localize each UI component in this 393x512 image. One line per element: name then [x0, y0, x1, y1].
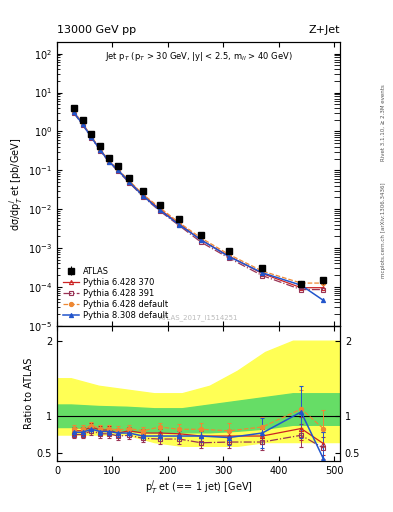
Y-axis label: Ratio to ATLAS: Ratio to ATLAS — [24, 357, 34, 429]
Pythia 6.428 default — [98, 146, 103, 152]
Pythia 6.428 391 — [177, 222, 182, 228]
Pythia 8.308 default — [71, 109, 76, 115]
Line: Pythia 6.428 370: Pythia 6.428 370 — [72, 110, 325, 290]
Pythia 6.428 391 — [89, 135, 94, 141]
Pythia 8.308 default — [127, 179, 132, 185]
Pythia 8.308 default — [107, 159, 112, 165]
Pythia 6.428 370 — [177, 221, 182, 227]
Pythia 6.428 370 — [107, 158, 112, 164]
Pythia 6.428 391 — [80, 121, 85, 127]
Pythia 6.428 391 — [116, 168, 120, 174]
Pythia 6.428 370 — [321, 285, 326, 291]
Pythia 6.428 391 — [71, 110, 76, 116]
Pythia 8.308 default — [299, 282, 303, 288]
Pythia 8.308 default — [80, 121, 85, 127]
Line: Pythia 6.428 391: Pythia 6.428 391 — [72, 111, 325, 292]
Pythia 6.428 default — [141, 191, 145, 198]
Line: Pythia 8.308 default: Pythia 8.308 default — [72, 110, 325, 303]
Pythia 6.428 391 — [157, 208, 162, 214]
Text: Rivet 3.1.10, ≥ 2.3M events: Rivet 3.1.10, ≥ 2.3M events — [381, 84, 386, 161]
Pythia 8.308 default — [116, 167, 120, 174]
Pythia 6.428 default — [80, 120, 85, 126]
Pythia 6.428 default — [321, 280, 326, 286]
Line: Pythia 6.428 default: Pythia 6.428 default — [72, 109, 325, 285]
Pythia 8.308 default — [89, 134, 94, 140]
Pythia 8.308 default — [227, 253, 231, 260]
Pythia 6.428 391 — [260, 272, 264, 279]
Y-axis label: dσ/dp$^j_T$ et [pb/GeV]: dσ/dp$^j_T$ et [pb/GeV] — [7, 137, 25, 230]
Pythia 8.308 default — [199, 237, 204, 243]
Pythia 8.308 default — [260, 270, 264, 276]
Pythia 6.428 391 — [227, 255, 231, 261]
Pythia 6.428 391 — [199, 239, 204, 245]
Pythia 6.428 default — [227, 251, 231, 258]
Pythia 6.428 default — [71, 108, 76, 114]
Pythia 6.428 default — [107, 158, 112, 164]
Pythia 8.308 default — [157, 207, 162, 213]
Text: Z+Jet: Z+Jet — [309, 25, 340, 35]
Pythia 8.308 default — [177, 222, 182, 228]
Pythia 6.428 default — [299, 280, 303, 286]
Pythia 6.428 391 — [127, 180, 132, 186]
Pythia 8.308 default — [141, 193, 145, 199]
Pythia 6.428 370 — [127, 178, 132, 184]
Text: mcplots.cern.ch [arXiv:1306.3436]: mcplots.cern.ch [arXiv:1306.3436] — [381, 183, 386, 278]
Pythia 6.428 370 — [80, 120, 85, 126]
Pythia 6.428 default — [89, 134, 94, 140]
Pythia 6.428 default — [127, 178, 132, 184]
Pythia 6.428 370 — [98, 146, 103, 153]
Pythia 6.428 370 — [199, 237, 204, 243]
Pythia 6.428 default — [157, 204, 162, 210]
Pythia 6.428 370 — [116, 167, 120, 174]
Pythia 8.308 default — [98, 147, 103, 153]
Legend: ATLAS, Pythia 6.428 370, Pythia 6.428 391, Pythia 6.428 default, Pythia 8.308 de: ATLAS, Pythia 6.428 370, Pythia 6.428 39… — [61, 265, 170, 322]
Pythia 6.428 370 — [89, 134, 94, 140]
Pythia 6.428 default — [177, 220, 182, 226]
Pythia 6.428 370 — [71, 109, 76, 115]
Pythia 6.428 370 — [157, 206, 162, 212]
Pythia 6.428 default — [199, 235, 204, 241]
Pythia 6.428 default — [260, 268, 264, 274]
X-axis label: p$^j_T$ et (== 1 jet) [GeV]: p$^j_T$ et (== 1 jet) [GeV] — [145, 478, 252, 496]
Pythia 6.428 370 — [260, 270, 264, 276]
Pythia 6.428 391 — [107, 159, 112, 165]
Text: Jet p$_T$ (p$_T$ > 30 GeV, |y| < 2.5, m$_{ll}$ > 40 GeV): Jet p$_T$ (p$_T$ > 30 GeV, |y| < 2.5, m$… — [105, 51, 292, 63]
Pythia 6.428 370 — [141, 192, 145, 198]
Pythia 6.428 default — [116, 166, 120, 173]
Pythia 8.308 default — [321, 297, 326, 304]
Text: ATLAS_2017_I1514251: ATLAS_2017_I1514251 — [159, 315, 238, 322]
Pythia 6.428 391 — [98, 147, 103, 154]
Text: 13000 GeV pp: 13000 GeV pp — [57, 25, 136, 35]
Pythia 6.428 391 — [321, 287, 326, 293]
Pythia 6.428 391 — [299, 287, 303, 293]
Pythia 6.428 370 — [299, 285, 303, 291]
Pythia 6.428 391 — [141, 194, 145, 200]
Pythia 6.428 370 — [227, 253, 231, 259]
